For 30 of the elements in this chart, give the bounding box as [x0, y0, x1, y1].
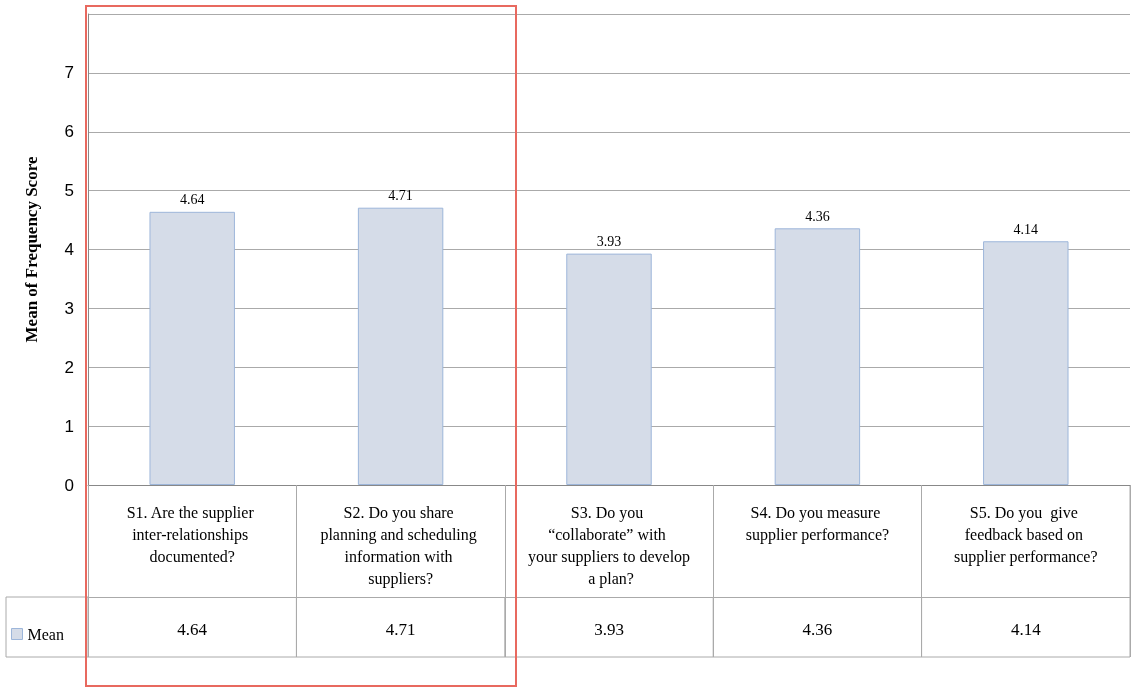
bar: [149, 211, 235, 485]
y-tick-label: 7: [64, 63, 74, 83]
y-tick-label: 6: [64, 122, 74, 142]
x-tick-label: S1. Are the supplier inter-relationships documented?: [126, 503, 258, 565]
data-label: 4.14: [1010, 620, 1042, 639]
y-axis-title: Mean of Frequency Score: [22, 156, 41, 343]
legend-label: Mean: [27, 625, 64, 643]
bar: [357, 207, 444, 485]
data-label: 4.64: [177, 620, 208, 639]
text: 3.93: [596, 234, 622, 250]
x-tick-label: S2. Do you share planning and scheduling information with suppliers?: [320, 503, 481, 588]
x-tick-label: S4. Do you measure supplier performance?: [745, 503, 890, 544]
x-tick-label: S5. Do you give feedback based on supplier performance?: [954, 503, 1098, 566]
text: 4.71: [388, 188, 413, 204]
text: 4.64: [179, 192, 205, 208]
y-tick-label: 1: [64, 416, 74, 436]
y-tick-label: 4: [64, 240, 74, 259]
text: 4.36: [805, 208, 830, 224]
data-label: 4.71: [385, 620, 416, 639]
bar: [566, 253, 652, 485]
y-tick-label: 3: [64, 298, 74, 318]
x-tick-label: S3. Do you “collaborate” with your suppliers to develop a plan?: [527, 503, 691, 588]
text: 4.14: [1013, 221, 1039, 237]
y-tick-label: 0: [64, 475, 74, 495]
data-label: 3.93: [594, 620, 624, 639]
bar: [774, 228, 861, 485]
data-label: 4.36: [802, 620, 833, 639]
bar: [983, 241, 1069, 485]
y-tick-label: 2: [64, 357, 74, 377]
y-tick-label: 5: [64, 181, 74, 201]
